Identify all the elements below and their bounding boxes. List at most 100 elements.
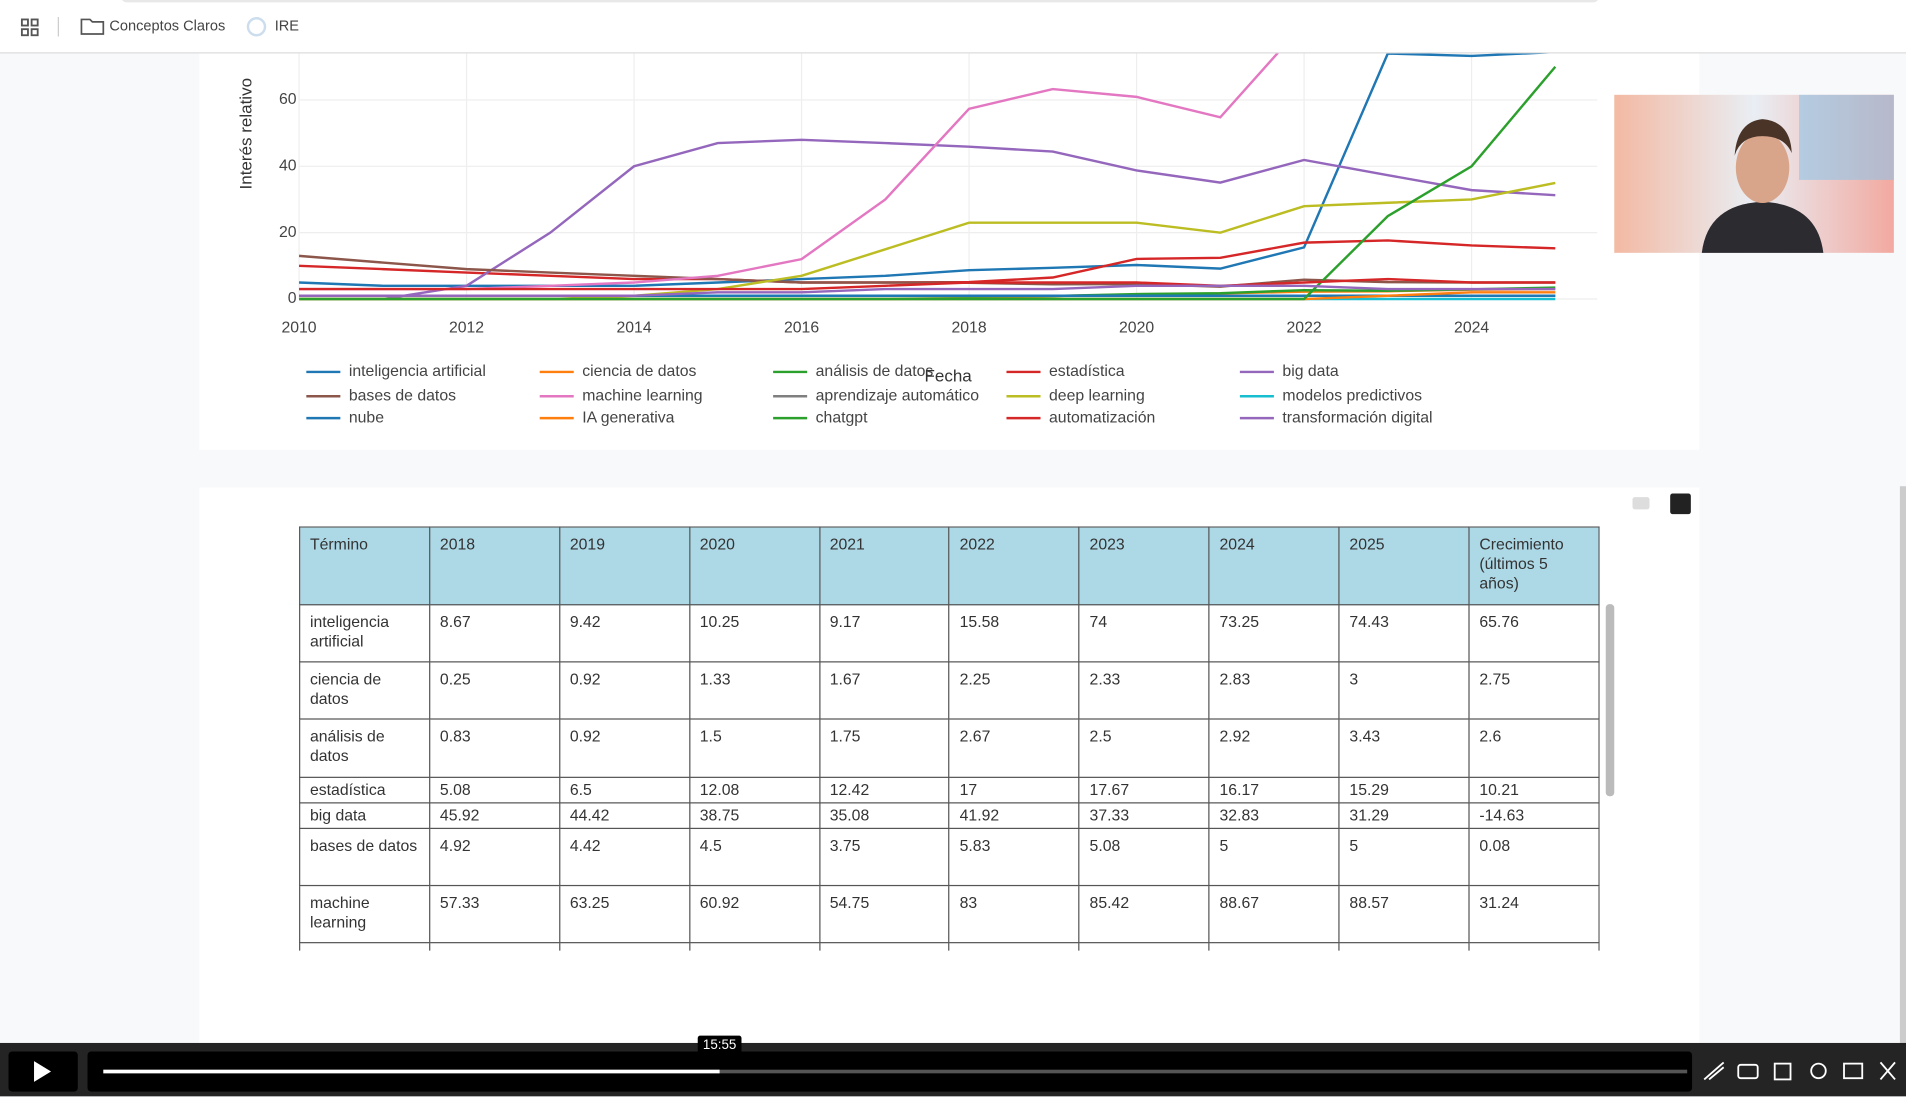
table-viewport: Término 2018 2019 2020 2021 2022 2023 2024 2025 C… — [299, 526, 1600, 951]
camera-icon[interactable] — [1632, 497, 1650, 510]
header-row: Término 2018 2019 2020 2021 2022 2023 2024 2025 C… — [299, 526, 1600, 606]
table-cell: 4.92 — [428, 827, 561, 887]
legend-label: aprendizaje automático — [816, 387, 980, 404]
bookmark-icon — [246, 17, 267, 37]
table-cell: 4.5 — [688, 827, 820, 887]
progress-bg — [103, 1069, 1688, 1074]
table-cell — [1078, 942, 1210, 951]
table-cell — [688, 942, 820, 951]
chart: 2010 2012 2014 2016 2018 2020 2022 2024 0 20 40 60 I… — [236, 53, 1598, 426]
table-cell: 32.83 — [1208, 802, 1340, 830]
table-cell — [1208, 942, 1340, 951]
table-cell: estadística — [299, 776, 431, 804]
bookmark[interactable]: IRE — [275, 19, 300, 35]
plotly-icon[interactable] — [1670, 493, 1691, 515]
y-axis-label: Interés relativo — [236, 78, 255, 189]
chart-card — [199, 53, 1700, 450]
header-cell: 2024 — [1208, 526, 1340, 606]
table-cell: 0.92 — [558, 661, 691, 720]
table-cell: 63.25 — [558, 884, 691, 944]
player-icons[interactable] — [1703, 1061, 1896, 1081]
table-cell: 83 — [948, 884, 1080, 944]
header-cell: 2025 — [1338, 526, 1470, 606]
legend-label: IA generativa — [582, 409, 674, 426]
table-cell: 38.75 — [688, 802, 820, 830]
table-row: big data 45.92 44.42 38.75 35.08 41.92 37.33 32… — [299, 802, 1600, 830]
table-cell: 3 — [1338, 661, 1470, 720]
table-row — [299, 942, 1600, 951]
table-cell: 5 — [1338, 827, 1470, 887]
table-row: estadística 5.08 6.5 12.08 12.42 17 17.67 16.17… — [299, 776, 1600, 804]
x-tick-label: 2014 — [616, 319, 651, 336]
header-cell: Crecimiento (últimos 5 años) — [1468, 526, 1600, 606]
legend-label: bases de datos — [349, 387, 456, 404]
legend-label: inteligencia artificial — [349, 363, 486, 380]
table-cell: 60.92 — [688, 884, 820, 944]
legend-label: big data — [1282, 363, 1338, 380]
bookmarks-bar — [0, 0, 1906, 53]
header-cell: 2023 — [1078, 526, 1210, 606]
table-cell: 44.42 — [558, 802, 691, 830]
legend-label: estadística — [1049, 363, 1125, 380]
series-line — [299, 138, 1556, 301]
y-tick-label: 40 — [279, 157, 297, 174]
table-cell: 5.83 — [948, 827, 1080, 887]
header-cell: 2019 — [558, 526, 691, 606]
table-cell: 74 — [1078, 604, 1210, 663]
table-cell: 85.42 — [1078, 884, 1210, 944]
table-cell: 2.67 — [948, 718, 1080, 778]
table-cell: 5.08 — [1078, 827, 1210, 887]
table-row: bases de datos 4.92 4.42 4.5 3.75 5.83 5.08 5 5 0… — [299, 827, 1600, 887]
table-cell: 74.43 — [1338, 604, 1470, 663]
series-line — [299, 284, 1556, 297]
table-cell: 0.83 — [428, 718, 561, 778]
table-cell: 12.42 — [818, 776, 950, 804]
table-cell: 45.92 — [428, 802, 561, 830]
table-cell: 41.92 — [948, 802, 1080, 830]
table-row: ciencia de datos 0.25 0.92 1.33 1.67 2.25 2.33… — [299, 661, 1600, 720]
table-cell: 54.75 — [818, 884, 950, 944]
y-tick-label: 20 — [279, 224, 297, 241]
table-cell: 1.67 — [818, 661, 950, 720]
address-bar — [122, 0, 1598, 3]
table-cell: 12.08 — [688, 776, 820, 804]
webcam — [1614, 94, 1894, 253]
table-cell: 9.17 — [818, 604, 950, 663]
table-cell — [299, 942, 431, 951]
series-line — [299, 53, 1551, 287]
x-tick-label: 2020 — [1119, 319, 1154, 336]
table-cell: machine learning — [299, 884, 431, 944]
header-cell: Término — [299, 526, 431, 606]
table-cell: 16.17 — [1208, 776, 1340, 804]
table-cell: 3.75 — [818, 827, 950, 887]
table-cell: 65.76 — [1468, 604, 1600, 663]
table-cell: 31.29 — [1338, 802, 1470, 830]
table-scrollbar[interactable] — [1605, 604, 1615, 797]
table-cell: 0.25 — [428, 661, 561, 720]
table: Término 2018 2019 2020 2021 2022 2023 2024 2025 C… — [299, 526, 1600, 951]
table-cell: 10.25 — [688, 604, 820, 663]
table-cell: 6.5 — [558, 776, 691, 804]
table-cell: 73.25 — [1208, 604, 1340, 663]
table-row: análisis de datos 0.83 0.92 1.5 1.75 2.67 2.5 2… — [299, 718, 1600, 778]
progress-fill — [103, 1069, 720, 1074]
time: 15:55 — [703, 1037, 736, 1052]
table-cell: análisis de datos — [299, 718, 431, 778]
legend-label: chatgpt — [816, 409, 868, 426]
series-line — [299, 277, 1556, 291]
bookmark[interactable]: Conceptos Claros — [109, 19, 225, 35]
table-cell: 88.67 — [1208, 884, 1340, 944]
table-row: machine learning 57.33 63.25 60.92 54.75 83 85… — [299, 884, 1600, 944]
apps-icon[interactable] — [20, 18, 39, 37]
table-cell: 2.75 — [1468, 661, 1600, 720]
x-tick-label: 2022 — [1287, 319, 1322, 336]
x-tick-label: 2010 — [281, 319, 316, 336]
legend-label: análisis de datos — [816, 363, 934, 380]
table-cell — [558, 942, 691, 951]
table-cell — [1468, 942, 1600, 951]
table-row: inteligencia artificial 8.67 9.42 10.25 9.17… — [299, 604, 1600, 663]
table-cell — [818, 942, 950, 951]
table-cell — [1338, 942, 1470, 951]
page-scrollbar[interactable] — [1899, 486, 1906, 1046]
